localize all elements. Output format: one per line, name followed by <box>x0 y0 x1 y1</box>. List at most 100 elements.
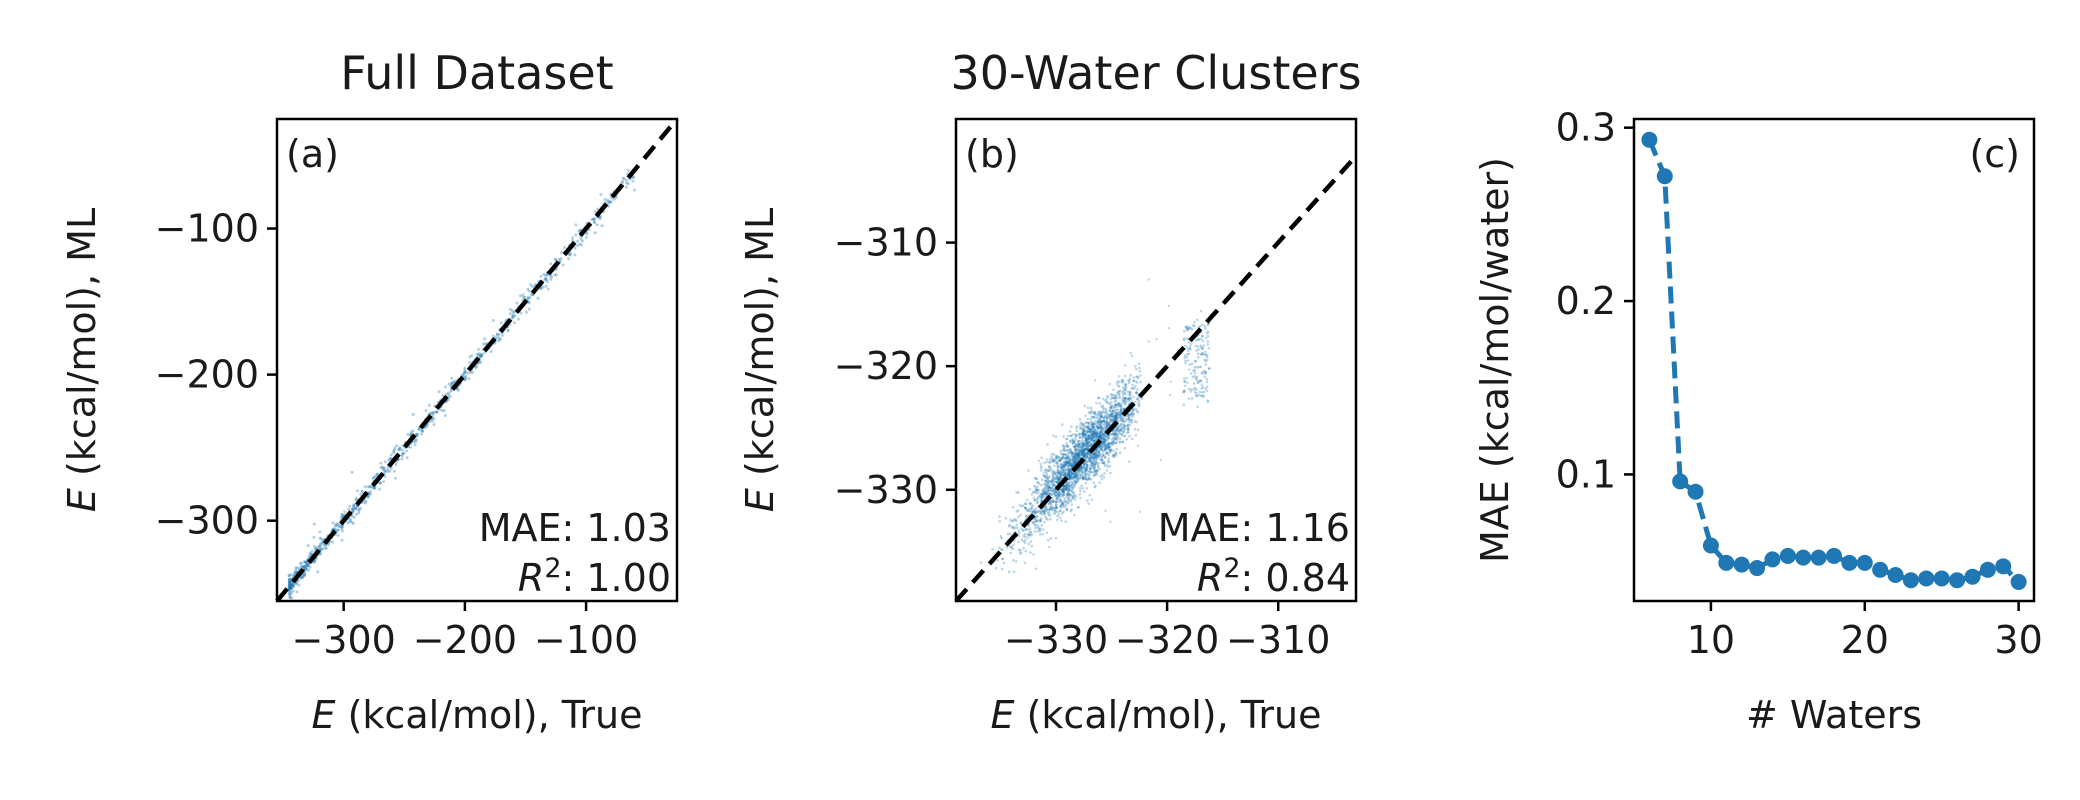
data-point <box>1113 400 1117 403</box>
data-point <box>318 546 322 550</box>
data-point <box>1114 414 1118 417</box>
y-tick-label: −330 <box>834 468 938 512</box>
data-point <box>1068 488 1072 491</box>
data-point <box>1119 416 1123 420</box>
data-point <box>1012 558 1015 562</box>
data-point <box>287 584 291 588</box>
data-point <box>527 307 531 311</box>
data-point <box>523 295 527 299</box>
data-point <box>1098 453 1102 457</box>
data-point <box>1083 449 1086 453</box>
data-point <box>359 506 363 510</box>
data-point <box>1049 502 1053 506</box>
data-point <box>1114 417 1117 421</box>
data-point <box>1082 451 1085 455</box>
data-point <box>1098 423 1101 427</box>
data-point <box>1075 470 1079 474</box>
data-point <box>1108 445 1112 448</box>
data-point <box>1120 425 1124 428</box>
data-point <box>1073 440 1076 444</box>
data-point <box>1168 393 1172 397</box>
data-point <box>1010 526 1014 529</box>
data-point <box>1086 452 1090 456</box>
data-point <box>624 185 628 189</box>
data-point <box>1046 479 1050 482</box>
data-point <box>1093 455 1097 459</box>
data-point <box>354 496 358 500</box>
data-point <box>297 567 301 571</box>
data-point <box>1092 465 1095 469</box>
data-point <box>1092 421 1096 424</box>
data-point <box>1085 463 1089 467</box>
data-point <box>449 381 453 385</box>
data-point <box>334 523 338 527</box>
data-point <box>1068 484 1072 488</box>
data-point <box>1056 462 1060 466</box>
data-point <box>1121 389 1125 393</box>
data-point <box>1059 499 1062 502</box>
data-point <box>561 263 565 267</box>
data-point <box>1085 466 1089 470</box>
data-point <box>1041 496 1044 499</box>
data-point <box>1111 393 1115 397</box>
data-point <box>1092 467 1095 471</box>
axis-unit: (kcal/mol), ML <box>60 208 104 488</box>
data-point <box>1127 381 1131 385</box>
data-point <box>1033 523 1037 526</box>
data-point <box>1113 416 1116 419</box>
data-point <box>1054 500 1058 504</box>
data-point <box>1116 384 1120 387</box>
x-tick-label: −100 <box>534 618 638 662</box>
panel-c-series-line <box>1647 138 2021 584</box>
data-point <box>1051 434 1055 437</box>
data-point <box>1107 423 1111 427</box>
data-point <box>1047 479 1051 483</box>
data-point <box>1167 327 1171 330</box>
data-point <box>409 432 413 436</box>
data-point <box>1085 452 1088 456</box>
data-point <box>301 575 305 579</box>
data-point <box>1108 382 1111 386</box>
data-point <box>1115 382 1119 385</box>
data-point <box>1036 509 1040 513</box>
data-point <box>1198 393 1201 397</box>
data-point <box>1083 448 1086 452</box>
data-point <box>287 580 291 584</box>
data-point <box>310 549 314 553</box>
data-point <box>1092 474 1096 478</box>
data-point <box>1068 469 1071 473</box>
data-point <box>362 500 366 504</box>
data-point <box>1040 484 1043 487</box>
data-point <box>1114 451 1118 455</box>
data-point <box>464 370 468 374</box>
data-point <box>355 512 359 516</box>
data-point <box>1186 381 1189 385</box>
data-point <box>1099 411 1103 414</box>
data-point <box>1083 433 1086 436</box>
data-point <box>1000 567 1004 571</box>
data-point <box>1062 484 1066 488</box>
data-point <box>1037 526 1041 530</box>
data-point <box>1113 431 1117 435</box>
data-point <box>1051 479 1054 482</box>
data-point <box>1071 496 1075 499</box>
data-point <box>1090 433 1094 436</box>
data-point <box>1110 410 1113 414</box>
data-point <box>1072 485 1076 489</box>
data-point <box>1079 445 1083 449</box>
data-point <box>1136 388 1139 391</box>
data-point <box>1070 472 1074 476</box>
data-point <box>1826 547 1842 564</box>
data-point <box>491 319 495 323</box>
data-point <box>382 471 386 475</box>
data-point <box>1109 403 1113 407</box>
data-point <box>1066 456 1069 460</box>
data-point <box>474 366 478 370</box>
data-point <box>1110 418 1114 421</box>
data-point <box>1085 447 1089 451</box>
data-point <box>1105 443 1108 447</box>
data-point <box>1089 444 1092 448</box>
data-point <box>1119 418 1123 422</box>
data-point <box>1082 450 1085 453</box>
data-point <box>1065 482 1068 485</box>
